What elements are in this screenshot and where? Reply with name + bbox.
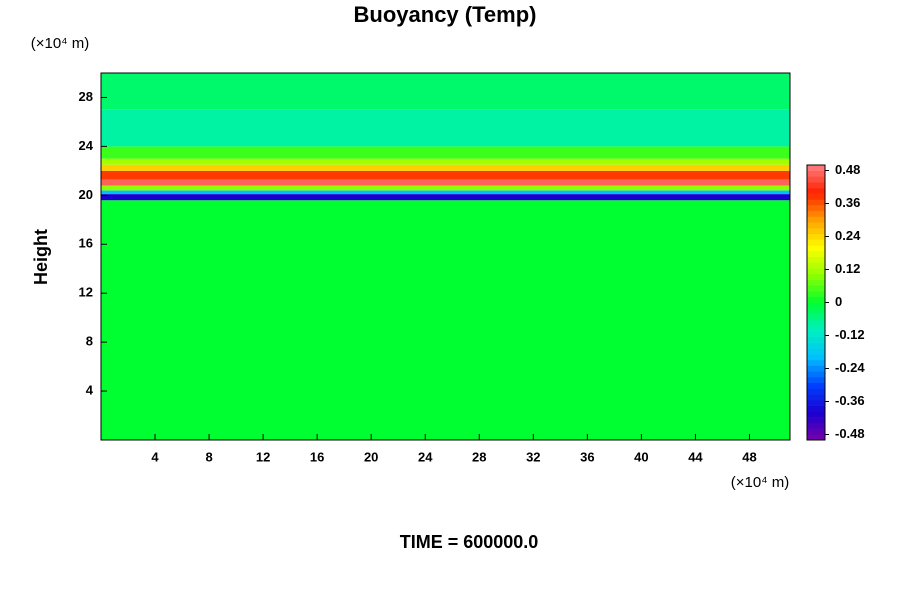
colorbar-cell — [807, 348, 825, 355]
colorbar-cell — [807, 182, 825, 189]
y-tick-label: 4 — [86, 383, 94, 398]
x-tick-label: 32 — [526, 449, 540, 464]
x-tick-label: 24 — [418, 449, 433, 464]
colorbar-cell — [807, 422, 825, 429]
colorbar-cell — [807, 325, 825, 332]
colorbar-cell — [807, 302, 825, 309]
colorbar-tick-label: 0.48 — [835, 162, 860, 177]
colorbar-cell — [807, 342, 825, 349]
x-tick-label: 36 — [580, 449, 594, 464]
colorbar-cell — [807, 165, 825, 172]
colorbar-cell — [807, 354, 825, 361]
colorbar-cell — [807, 428, 825, 435]
field-band — [101, 170, 790, 180]
x-tick-label: 8 — [205, 449, 212, 464]
colorbar-cell — [807, 336, 825, 343]
colorbar-tick-label: -0.36 — [835, 393, 865, 408]
y-tick-label: 12 — [79, 285, 93, 300]
colorbar-cell — [807, 296, 825, 303]
y-tick-label: 28 — [79, 89, 93, 104]
x-unit: (×10⁴ m) — [731, 474, 790, 491]
colorbar-cell — [807, 199, 825, 206]
x-tick-label: 40 — [634, 449, 648, 464]
colorbar-tick-label: 0.24 — [835, 228, 861, 243]
y-tick-label: 16 — [79, 236, 93, 251]
y-axis-label: Height — [31, 229, 51, 285]
x-tick-label: 48 — [742, 449, 756, 464]
colorbar-cell — [807, 228, 825, 235]
field-band — [101, 190, 790, 195]
field-band — [101, 194, 790, 201]
colorbar-cell — [807, 399, 825, 406]
colorbar-cell — [807, 405, 825, 412]
field-band — [101, 158, 790, 165]
colorbar-tick-label: -0.24 — [835, 360, 865, 375]
colorbar-cell — [807, 210, 825, 217]
plot-frame — [100, 72, 791, 441]
colorbar-cell — [807, 376, 825, 384]
colorbar-cell — [807, 394, 825, 401]
colorbar-cell — [807, 365, 825, 372]
colorbar-cell — [807, 434, 825, 441]
field-band — [101, 146, 790, 159]
colorbar-cell — [807, 331, 825, 338]
x-tick-label: 12 — [256, 449, 270, 464]
colorbar-tick-label: 0 — [835, 294, 842, 309]
field-band — [101, 179, 790, 186]
colorbar-cell — [807, 239, 825, 246]
colorbar-tick-label: 0.12 — [835, 261, 860, 276]
field-band — [101, 109, 790, 147]
y-tick-label: 20 — [79, 187, 93, 202]
field-band — [101, 200, 790, 440]
colorbar-tick-label: -0.48 — [835, 426, 865, 441]
colorbar-cell — [807, 262, 825, 269]
colorbar-cell — [807, 233, 825, 240]
y-tick-label: 24 — [79, 138, 94, 153]
colorbar-cell — [807, 285, 825, 292]
colorbar-cell — [807, 371, 825, 378]
colorbar-cell — [807, 319, 825, 326]
colorbar-cell — [807, 222, 825, 229]
colorbar-cell — [807, 250, 825, 257]
x-tick-label: 28 — [472, 449, 486, 464]
colorbar-tick-label: 0.36 — [835, 195, 860, 210]
colorbar-cell — [807, 176, 825, 183]
x-tick-label: 16 — [310, 449, 324, 464]
y-unit: (×10⁴ m) — [31, 35, 90, 52]
field-band — [101, 73, 790, 110]
chart-title: Buoyancy (Temp) — [354, 2, 537, 27]
colorbar-cell — [807, 245, 825, 252]
footer: TIME = 600000.0 — [400, 532, 539, 552]
colorbar-cell — [807, 411, 825, 418]
colorbar-cell — [807, 193, 825, 200]
field-band — [101, 164, 790, 171]
colorbar-cell — [807, 170, 825, 177]
colorbar-tick-label: -0.12 — [835, 327, 865, 342]
colorbar-cell — [807, 359, 825, 366]
colorbar-cell — [807, 187, 825, 194]
x-tick-label: 20 — [364, 449, 378, 464]
x-tick-label: 4 — [151, 449, 159, 464]
y-tick-label: 8 — [86, 334, 93, 349]
colorbar-cell — [807, 216, 825, 223]
colorbar-cell — [807, 388, 825, 395]
x-tick-label: 44 — [688, 449, 703, 464]
colorbar-cell — [807, 256, 825, 263]
colorbar-cell — [807, 382, 825, 389]
colorbar-cell — [807, 417, 825, 424]
colorbar-cell — [807, 268, 825, 275]
colorbar-cell — [807, 205, 825, 212]
colorbar-cell — [807, 279, 825, 286]
field-band — [101, 185, 790, 191]
colorbar-cell — [807, 308, 825, 315]
colorbar-cell — [807, 291, 825, 298]
colorbar-cell — [807, 273, 825, 280]
colorbar-cell — [807, 313, 825, 320]
